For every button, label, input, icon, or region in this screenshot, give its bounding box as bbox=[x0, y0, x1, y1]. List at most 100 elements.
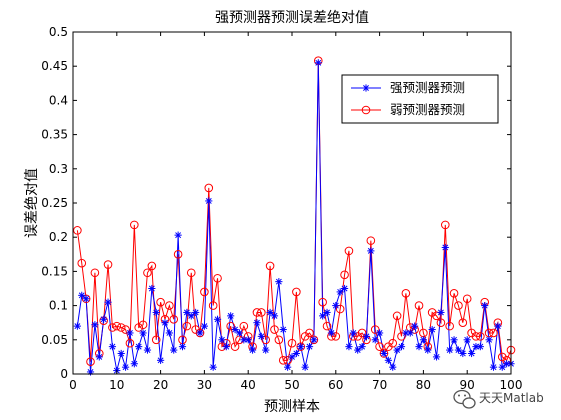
data-point-weak bbox=[335, 304, 345, 314]
data-point-weak bbox=[270, 325, 279, 334]
data-point-strong bbox=[104, 298, 112, 306]
data-point-strong bbox=[248, 346, 257, 354]
data-point-strong bbox=[354, 346, 362, 354]
data-point-weak bbox=[213, 273, 222, 283]
data-point-strong bbox=[222, 343, 230, 351]
x-tick-label: 0 bbox=[69, 378, 77, 392]
data-point-strong bbox=[192, 308, 200, 317]
data-point-strong bbox=[297, 343, 305, 351]
data-point-strong bbox=[284, 363, 292, 371]
data-point-strong bbox=[95, 353, 103, 361]
data-point-strong bbox=[218, 336, 226, 344]
data-point-weak bbox=[357, 328, 367, 338]
data-point-strong bbox=[231, 325, 239, 334]
data-point-weak bbox=[252, 308, 262, 317]
data-point-weak bbox=[121, 325, 130, 334]
data-point-strong bbox=[419, 336, 427, 344]
data-point-weak bbox=[134, 323, 143, 332]
data-point-weak bbox=[230, 342, 240, 351]
x-tick-label: 100 bbox=[500, 378, 523, 392]
data-point-strong bbox=[305, 343, 314, 351]
data-point-weak bbox=[257, 308, 266, 317]
data-point-strong bbox=[362, 332, 371, 340]
data-point-strong bbox=[494, 322, 502, 330]
data-point-weak bbox=[226, 321, 235, 331]
data-point-weak bbox=[204, 183, 214, 193]
y-tick-label: 0.35 bbox=[41, 128, 68, 142]
data-point-weak bbox=[292, 287, 301, 297]
data-point-strong bbox=[187, 312, 195, 320]
data-point-strong bbox=[463, 336, 471, 344]
data-point-weak bbox=[454, 301, 463, 310]
data-point-weak bbox=[125, 338, 135, 348]
data-point-weak bbox=[287, 338, 297, 348]
data-point-strong bbox=[367, 247, 375, 255]
chart-title: 强预测器预测误差绝对值 bbox=[215, 10, 369, 26]
data-point-strong bbox=[481, 302, 489, 310]
data-point-weak bbox=[309, 335, 319, 345]
data-point-weak bbox=[340, 270, 349, 280]
data-point-weak bbox=[112, 321, 122, 331]
data-point-weak bbox=[322, 321, 332, 331]
data-point-strong bbox=[380, 349, 388, 358]
y-tick-label: 0.15 bbox=[41, 264, 68, 278]
data-point-strong bbox=[437, 308, 445, 317]
data-point-weak bbox=[108, 323, 117, 332]
data-point-weak bbox=[441, 220, 450, 230]
data-point-strong bbox=[253, 319, 261, 327]
data-point-weak bbox=[143, 268, 152, 278]
data-point-weak bbox=[278, 356, 288, 365]
data-point-strong bbox=[314, 59, 322, 67]
data-point-weak bbox=[449, 288, 459, 298]
y-tick-label: 0.2 bbox=[49, 230, 68, 244]
x-tick-label: 30 bbox=[197, 378, 212, 392]
x-tick-label: 40 bbox=[241, 378, 256, 392]
x-tick-label: 80 bbox=[416, 378, 431, 392]
legend: 强预测器预测 弱预测器预测 bbox=[341, 74, 499, 124]
data-point-strong bbox=[292, 349, 300, 358]
data-point-strong bbox=[209, 363, 217, 371]
data-point-weak bbox=[208, 301, 218, 310]
data-point-strong bbox=[178, 343, 187, 351]
data-point-strong bbox=[100, 315, 108, 323]
data-point-weak bbox=[147, 261, 157, 271]
data-point-weak bbox=[458, 318, 468, 328]
data-point-strong bbox=[108, 343, 117, 351]
x-tick-label: 70 bbox=[372, 378, 387, 392]
watermark: 天天Matlab bbox=[453, 389, 544, 409]
data-point-weak bbox=[462, 294, 472, 304]
data-point-strong bbox=[454, 346, 463, 354]
y-tick-label: 0.1 bbox=[49, 299, 68, 313]
data-point-weak bbox=[379, 349, 389, 358]
data-point-weak bbox=[344, 246, 354, 256]
data-point-weak bbox=[182, 321, 192, 331]
data-point-strong bbox=[130, 360, 138, 368]
data-point-strong bbox=[196, 329, 204, 337]
data-point-weak bbox=[432, 311, 441, 321]
y-tick-label: 0.25 bbox=[41, 196, 68, 210]
x-axis-label: 预测样本 bbox=[264, 399, 320, 415]
data-point-strong bbox=[467, 349, 476, 358]
data-point-strong bbox=[205, 197, 213, 205]
data-point-strong bbox=[310, 336, 318, 344]
watermark-text: 天天Matlab bbox=[479, 391, 544, 405]
data-point-strong bbox=[288, 353, 296, 361]
data-point-strong bbox=[336, 288, 344, 296]
data-point-strong bbox=[78, 291, 86, 299]
data-point-strong bbox=[441, 243, 449, 252]
data-point-weak bbox=[156, 297, 165, 307]
data-point-weak bbox=[375, 342, 384, 351]
data-point-strong bbox=[319, 312, 327, 320]
data-point-weak bbox=[305, 328, 314, 338]
data-point-strong bbox=[498, 363, 506, 371]
data-point-weak bbox=[239, 321, 249, 331]
data-point-strong bbox=[358, 343, 366, 351]
x-tick-label: 20 bbox=[153, 378, 168, 392]
data-point-weak bbox=[370, 325, 380, 334]
data-point-strong bbox=[152, 308, 160, 317]
data-point-strong bbox=[327, 329, 336, 337]
data-point-weak bbox=[392, 311, 402, 321]
data-point-strong bbox=[82, 295, 90, 303]
